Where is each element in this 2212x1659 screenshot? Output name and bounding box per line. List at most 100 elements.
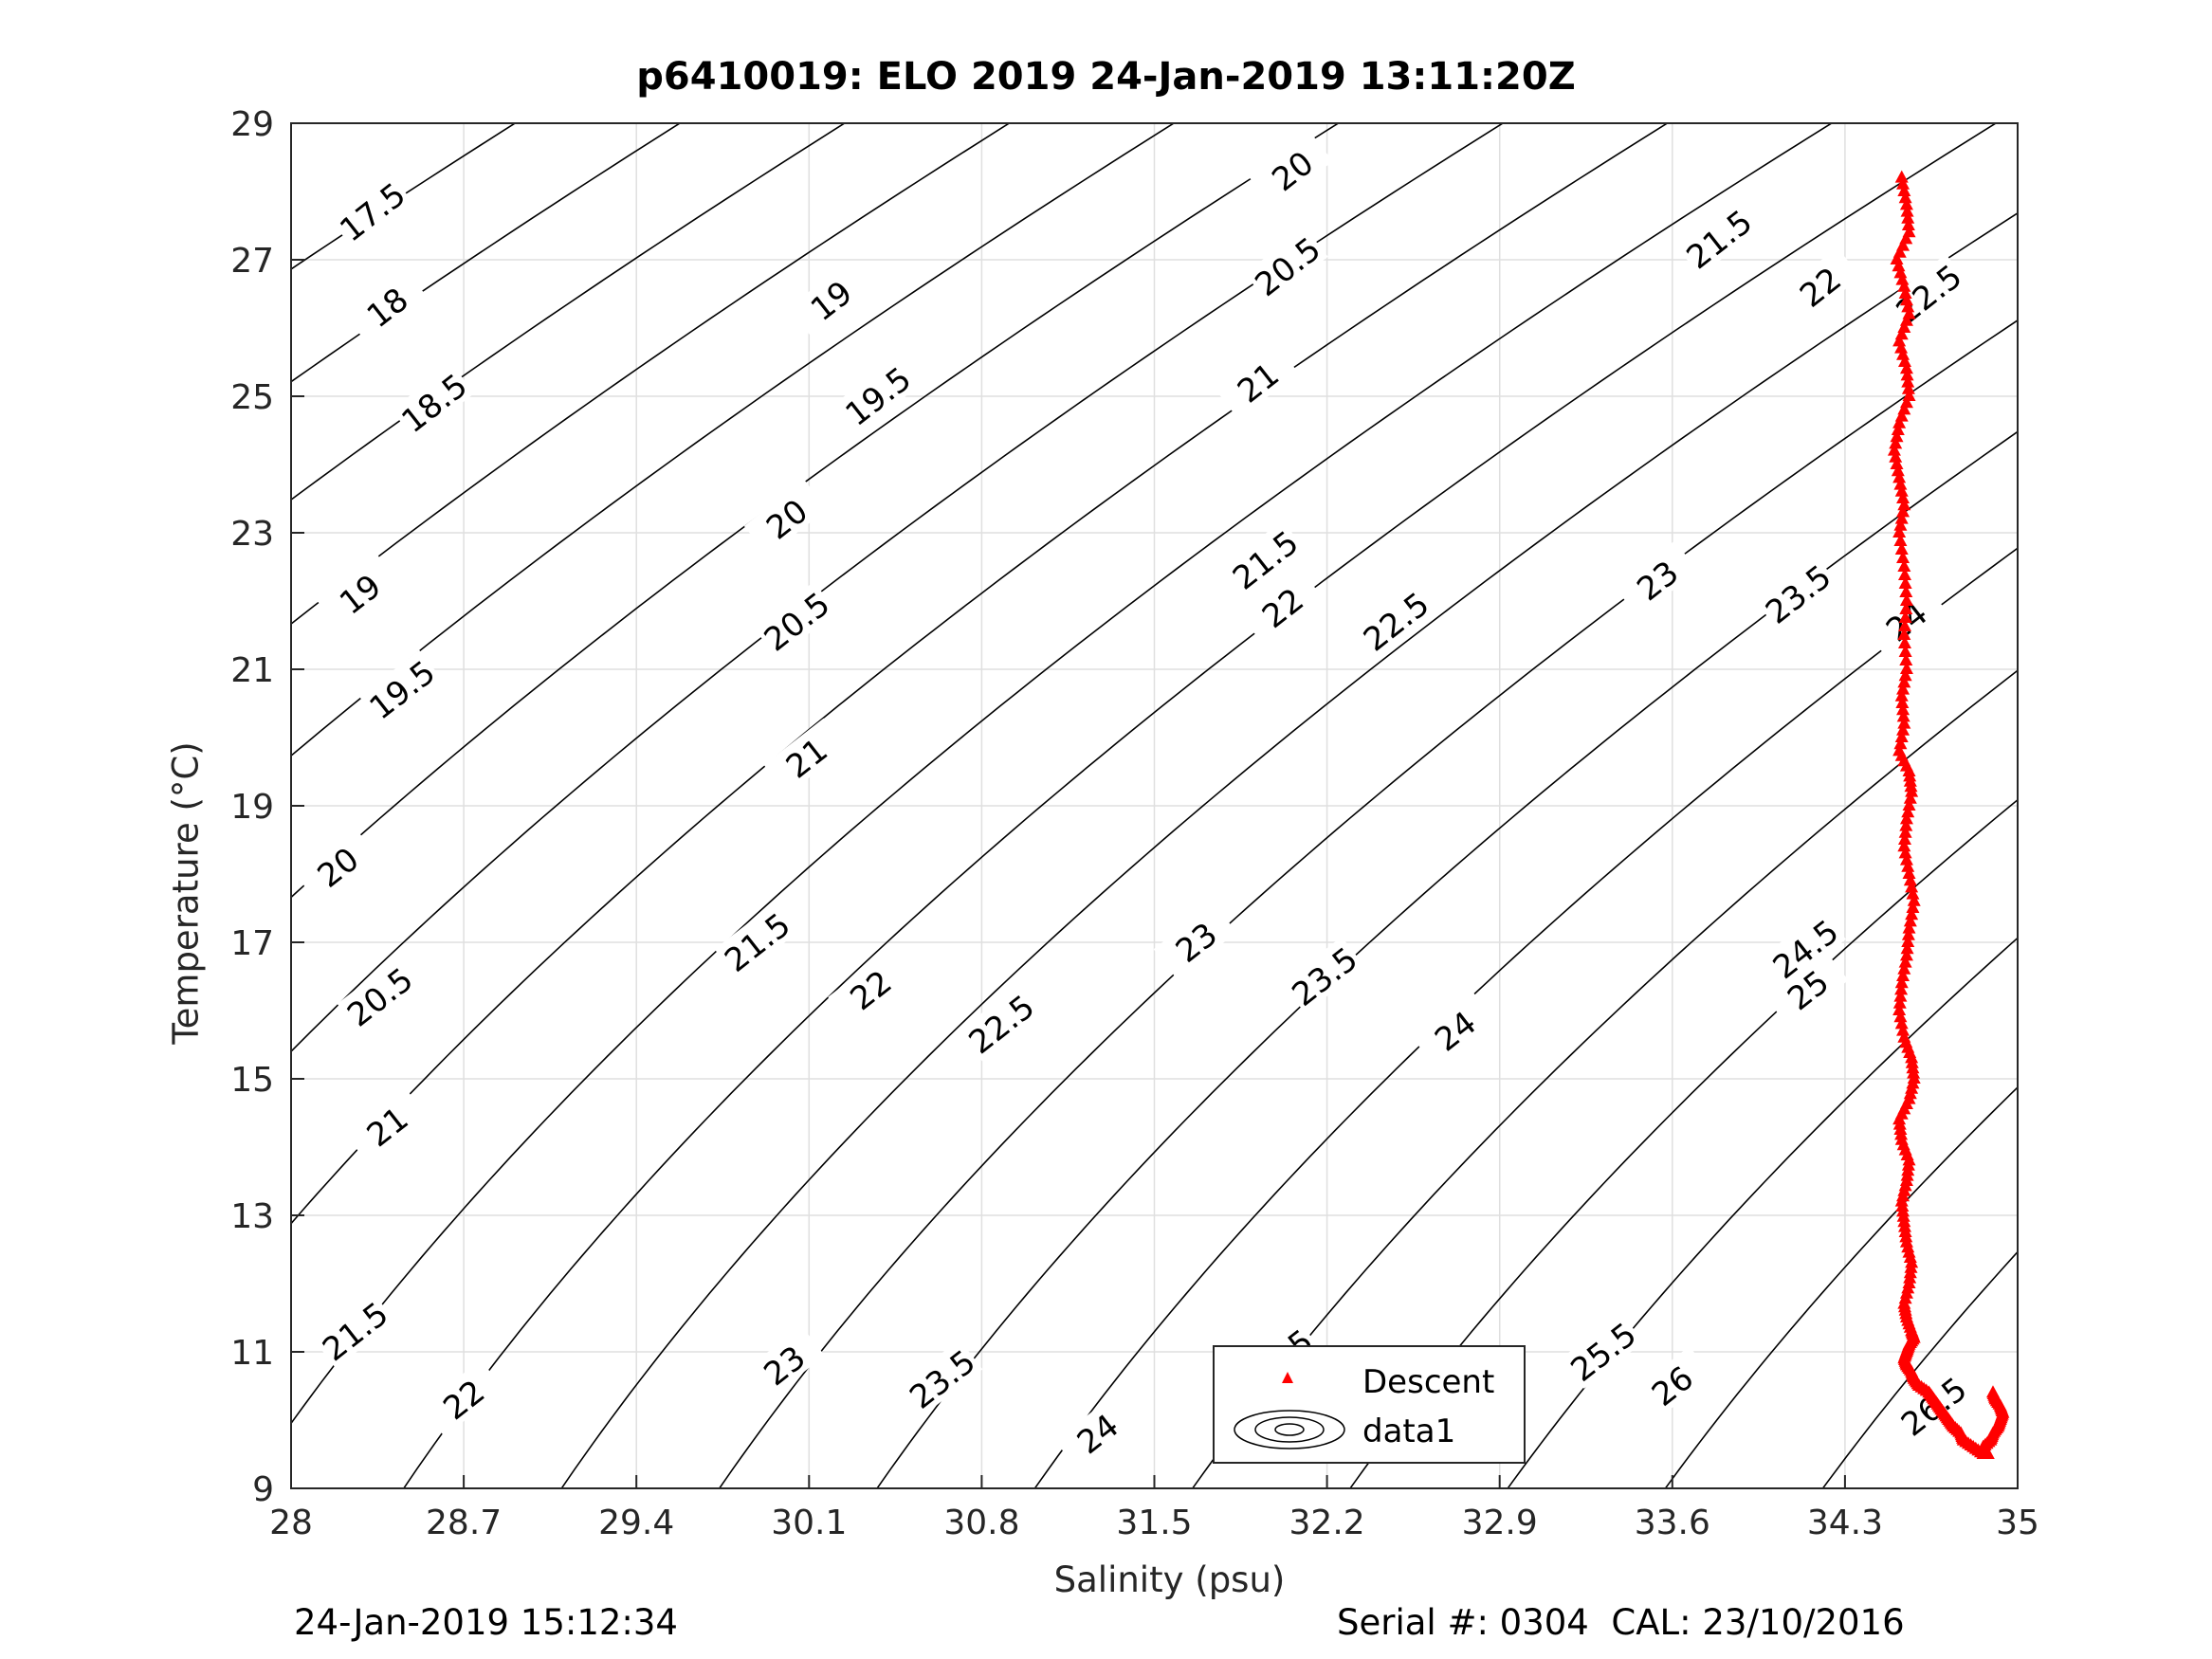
descent-point: [1897, 675, 1911, 688]
x-axis-label: Salinity (psu): [1053, 1559, 1286, 1600]
descent-point: [1894, 170, 1909, 183]
contour-label-bg: [1222, 520, 1307, 597]
descent-point: [1896, 969, 1910, 981]
contour-label: 21.5: [312, 1291, 395, 1369]
contour-label: 22: [828, 950, 911, 1028]
y-tick-label: 11: [230, 1334, 274, 1373]
descent-point: [1906, 886, 1920, 900]
y-axis-label: Temperature (°C): [165, 741, 207, 1045]
descent-point: [1901, 381, 1915, 394]
descent-point: [1903, 873, 1917, 886]
footer-timestamp: 24-Jan-2019 15:12:34: [294, 1602, 678, 1643]
descent-point: [1902, 798, 1916, 811]
density-contour-line: [291, 123, 847, 501]
descent-point: [1897, 1219, 1911, 1232]
contour-label: 23: [741, 1325, 825, 1403]
density-contour-line: [291, 123, 1341, 899]
x-tick-label: 28: [269, 1504, 313, 1542]
descent-point: [1897, 961, 1911, 975]
contour-label-bg: [317, 554, 401, 631]
descent-point: [1897, 568, 1911, 580]
contour-label: 19.5: [359, 649, 443, 727]
contour-label-bg: [1215, 342, 1299, 420]
descent-point: [1891, 464, 1905, 477]
descent-point: [1897, 279, 1911, 292]
descent-point: [1892, 259, 1906, 272]
descent-point: [1903, 769, 1917, 782]
descent-point: [1901, 300, 1915, 313]
x-tick-label: 30.8: [943, 1504, 1019, 1542]
contour-label-bg: [959, 984, 1042, 1062]
contour-label: 20: [1250, 131, 1333, 209]
descent-point: [1892, 525, 1907, 538]
descent-point: [1901, 859, 1915, 872]
descent-point: [1903, 791, 1917, 804]
descent-point: [1896, 1204, 1910, 1217]
x-tick-label: 29.4: [598, 1504, 674, 1542]
descent-point: [1894, 1194, 1909, 1207]
descent-point: [1907, 893, 1921, 906]
contour-label: 19: [317, 554, 401, 631]
contour-label: 25: [1764, 950, 1849, 1028]
contour-label-bg: [337, 957, 421, 1034]
descent-point: [1892, 1112, 1907, 1125]
contour-label-bg: [788, 261, 872, 338]
descent-point: [1901, 218, 1915, 230]
descent-point: [1901, 1163, 1915, 1176]
descent-point: [1891, 423, 1905, 435]
descent-point: [1894, 975, 1909, 989]
x-tick-label: 30.1: [771, 1504, 847, 1542]
y-tick-label: 29: [230, 105, 274, 144]
contour-label-bg: [835, 356, 919, 433]
descent-point: [1898, 286, 1912, 299]
contour-label: 22.5: [1353, 581, 1437, 659]
descent-point: [1896, 504, 1910, 518]
descent-point: [1899, 602, 1913, 614]
density-contour-line: [291, 123, 1669, 1225]
density-contour-line: [1664, 1085, 2018, 1488]
legend-box: [1213, 1345, 1526, 1464]
descent-point: [1903, 774, 1917, 787]
x-axis-ticks: 28 28.7 29.4 30.1 30.8 31.5 32.2 32.9 33.6 34.3 35: [269, 1475, 2039, 1542]
x-tick-label: 34.3: [1807, 1504, 1883, 1542]
descent-point: [1893, 518, 1908, 531]
descent-point: [1896, 347, 1910, 360]
descent-point: [1894, 483, 1909, 497]
descent-point: [1896, 709, 1910, 722]
contour-label-bg: [1153, 902, 1237, 979]
y-tick-label: 23: [230, 515, 274, 554]
density-contour-line: [1191, 669, 2018, 1488]
y-tick-label: 21: [230, 651, 274, 690]
descent-point: [1901, 1158, 1915, 1171]
descent-point: [1892, 470, 1907, 483]
descent-point: [1893, 737, 1908, 750]
descent-point: [1897, 832, 1911, 845]
descent-point: [1889, 436, 1903, 449]
contour-label-bg: [1054, 1394, 1139, 1471]
descent-point: [1892, 1117, 1907, 1130]
descent-point: [1905, 907, 1919, 921]
y-tick-label: 13: [230, 1197, 274, 1236]
contour-label-bg: [359, 649, 443, 727]
descent-point: [1899, 818, 1913, 831]
contour-label-bg: [1777, 246, 1861, 324]
contour-label-bg: [899, 1339, 983, 1416]
contour-label-bg: [828, 950, 911, 1028]
descent-point: [1899, 293, 1913, 306]
descent-point: [1903, 914, 1917, 927]
descent-point: [1898, 576, 1912, 589]
descent-point: [1894, 511, 1909, 524]
descent-point: [1899, 811, 1913, 825]
descent-point: [1893, 1122, 1908, 1135]
contour-label: 25.5: [1560, 1312, 1644, 1390]
descent-point: [1899, 662, 1913, 674]
descent-point: [1903, 1266, 1917, 1279]
density-contour-line: [291, 123, 1505, 1053]
descent-point: [1899, 653, 1913, 665]
descent-point: [1887, 443, 1901, 456]
contour-label-bg: [1764, 950, 1849, 1028]
density-contour-line: [876, 430, 2018, 1488]
descent-point: [1893, 989, 1908, 1002]
contour-label-bg: [1353, 581, 1437, 659]
